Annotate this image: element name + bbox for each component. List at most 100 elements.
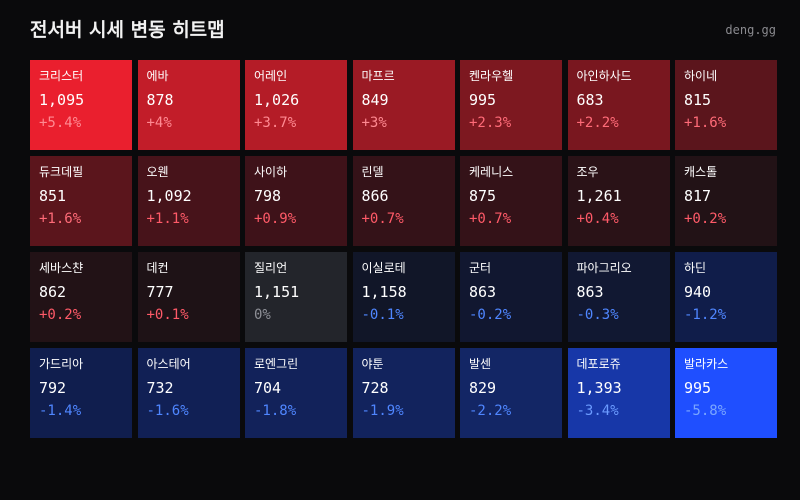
server-price: 862 bbox=[39, 283, 67, 301]
server-price: 863 bbox=[469, 283, 497, 301]
server-price: 863 bbox=[576, 283, 604, 301]
server-name: 하이네 bbox=[684, 69, 718, 83]
server-name: 아인하사드 bbox=[576, 69, 632, 83]
server-name: 발라카스 bbox=[684, 357, 729, 371]
price-change: -0.1% bbox=[361, 307, 404, 323]
price-change: +0.2% bbox=[684, 211, 727, 227]
header: 전서버 시세 변동 히트맵 deng.gg bbox=[30, 12, 776, 44]
price-change: -3.4% bbox=[576, 403, 619, 419]
price-change: -1.4% bbox=[39, 403, 82, 419]
server-tile[interactable]: 질리언 1,151 0% bbox=[245, 252, 347, 342]
server-name: 가드리아 bbox=[39, 357, 84, 371]
server-name: 로엔그린 bbox=[254, 357, 299, 371]
server-name: 하딘 bbox=[684, 261, 707, 275]
server-tile[interactable]: 야툰 728 -1.9% bbox=[352, 348, 455, 438]
server-price: 777 bbox=[146, 283, 174, 301]
server-name: 켄라우헬 bbox=[469, 69, 514, 83]
price-change: +0.7% bbox=[469, 211, 512, 227]
server-tile[interactable]: 이실로테 1,158 -0.1% bbox=[352, 252, 455, 342]
server-tile[interactable]: 데포로쥬 1,393 -3.4% bbox=[567, 348, 670, 438]
server-name: 아스테어 bbox=[146, 357, 191, 371]
page-title: 전서버 시세 변동 히트맵 bbox=[30, 18, 225, 41]
server-tile[interactable]: 군터 863 -0.2% bbox=[460, 252, 562, 342]
server-tile[interactable]: 데컨 777 +0.1% bbox=[137, 252, 240, 342]
server-price: 1,393 bbox=[576, 379, 622, 397]
price-change: -1.8% bbox=[254, 403, 297, 419]
price-change: +1.6% bbox=[39, 211, 82, 227]
price-change: +3% bbox=[361, 115, 387, 131]
server-tile[interactable]: 켄라우헬 995 +2.3% bbox=[460, 60, 562, 150]
server-price: 1,092 bbox=[146, 187, 192, 205]
server-tile[interactable]: 듀크데필 851 +1.6% bbox=[30, 156, 132, 246]
price-change: +0.7% bbox=[361, 211, 404, 227]
server-tile[interactable]: 조우 1,261 +0.4% bbox=[567, 156, 670, 246]
server-price: 1,158 bbox=[361, 283, 407, 301]
server-tile[interactable]: 가드리아 792 -1.4% bbox=[30, 348, 132, 438]
server-tile[interactable]: 크리스터 1,095 +5.4% bbox=[30, 60, 132, 150]
price-change: -5.8% bbox=[684, 403, 727, 419]
server-name: 크리스터 bbox=[39, 69, 84, 83]
server-tile[interactable]: 하이네 815 +1.6% bbox=[675, 60, 777, 150]
price-change: -1.9% bbox=[361, 403, 404, 419]
server-name: 파아그리오 bbox=[576, 261, 632, 275]
server-tile[interactable]: 사이하 798 +0.9% bbox=[245, 156, 347, 246]
server-price: 798 bbox=[254, 187, 282, 205]
price-change: +2.3% bbox=[469, 115, 512, 131]
server-tile[interactable]: 세바스챤 862 +0.2% bbox=[30, 252, 132, 342]
server-price: 878 bbox=[146, 91, 174, 109]
server-price: 829 bbox=[469, 379, 497, 397]
server-price: 683 bbox=[576, 91, 604, 109]
price-change: +4% bbox=[146, 115, 172, 131]
server-tile[interactable]: 캐스톨 817 +0.2% bbox=[675, 156, 777, 246]
server-price: 792 bbox=[39, 379, 67, 397]
price-change: -1.2% bbox=[684, 307, 727, 323]
server-price: 704 bbox=[254, 379, 282, 397]
server-name: 마프르 bbox=[361, 69, 395, 83]
server-name: 오웬 bbox=[146, 165, 169, 179]
price-change: -0.2% bbox=[469, 307, 512, 323]
server-tile[interactable]: 파아그리오 863 -0.3% bbox=[567, 252, 670, 342]
price-change: +1.6% bbox=[684, 115, 727, 131]
server-price: 866 bbox=[361, 187, 389, 205]
price-change: +3.7% bbox=[254, 115, 297, 131]
server-name: 군터 bbox=[469, 261, 492, 275]
server-tile[interactable]: 케레니스 875 +0.7% bbox=[460, 156, 562, 246]
server-price: 849 bbox=[361, 91, 389, 109]
server-tile[interactable]: 로엔그린 704 -1.8% bbox=[245, 348, 347, 438]
server-tile[interactable]: 하딘 940 -1.2% bbox=[675, 252, 777, 342]
price-change: -1.6% bbox=[146, 403, 189, 419]
price-change: -0.3% bbox=[576, 307, 619, 323]
server-price: 851 bbox=[39, 187, 67, 205]
server-price: 815 bbox=[684, 91, 712, 109]
server-name: 세바스챤 bbox=[39, 261, 84, 275]
server-name: 질리언 bbox=[254, 261, 288, 275]
server-name: 캐스톨 bbox=[684, 165, 718, 179]
price-change: +1.1% bbox=[146, 211, 189, 227]
server-tile[interactable]: 아스테어 732 -1.6% bbox=[137, 348, 240, 438]
heatmap-grid: 크리스터 1,095 +5.4% 에바 878 +4% 어레인 1,026 +3.7% 마프르 84… bbox=[30, 60, 777, 438]
server-tile[interactable]: 마프르 849 +3% bbox=[352, 60, 455, 150]
price-change: +5.4% bbox=[39, 115, 82, 131]
server-price: 1,095 bbox=[39, 91, 85, 109]
server-price: 940 bbox=[684, 283, 712, 301]
price-change: 0% bbox=[254, 307, 271, 323]
server-price: 732 bbox=[146, 379, 174, 397]
server-name: 이실로테 bbox=[361, 261, 406, 275]
price-change: -2.2% bbox=[469, 403, 512, 419]
server-tile[interactable]: 어레인 1,026 +3.7% bbox=[245, 60, 347, 150]
server-name: 에바 bbox=[146, 69, 169, 83]
server-tile[interactable]: 에바 878 +4% bbox=[137, 60, 240, 150]
server-tile[interactable]: 린델 866 +0.7% bbox=[352, 156, 455, 246]
server-tile[interactable]: 발라카스 995 -5.8% bbox=[675, 348, 777, 438]
server-price: 817 bbox=[684, 187, 712, 205]
price-change: +2.2% bbox=[576, 115, 619, 131]
server-name: 듀크데필 bbox=[39, 165, 84, 179]
server-name: 조우 bbox=[576, 165, 599, 179]
server-tile[interactable]: 발센 829 -2.2% bbox=[460, 348, 562, 438]
price-change: +0.9% bbox=[254, 211, 297, 227]
server-tile[interactable]: 오웬 1,092 +1.1% bbox=[137, 156, 240, 246]
server-price: 728 bbox=[361, 379, 389, 397]
price-change: +0.1% bbox=[146, 307, 189, 323]
server-tile[interactable]: 아인하사드 683 +2.2% bbox=[567, 60, 670, 150]
price-change: +0.4% bbox=[576, 211, 619, 227]
